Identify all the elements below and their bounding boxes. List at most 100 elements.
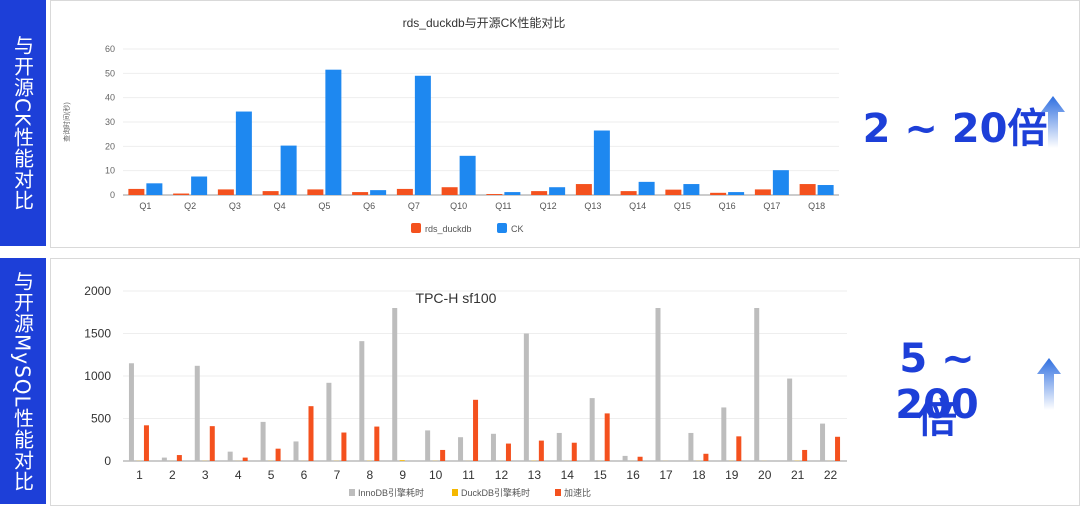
x-tick-label: Q2 — [184, 201, 196, 211]
x-tick-label: 4 — [235, 468, 242, 482]
bar-rds_duckdb — [352, 192, 368, 195]
bar-series-2 — [835, 437, 840, 461]
x-tick-label: 1 — [136, 468, 143, 482]
bar-CK — [728, 192, 744, 195]
legend-label: CK — [511, 224, 524, 234]
bar-rds_duckdb — [442, 187, 458, 195]
bar-series-0 — [820, 424, 825, 461]
x-tick-label: Q17 — [763, 201, 780, 211]
bar-CK — [325, 70, 341, 195]
bar-series-2 — [243, 458, 248, 461]
x-tick-label: 16 — [626, 468, 640, 482]
x-tick-label: Q10 — [450, 201, 467, 211]
mysql-side-banner: 与开源MySQL性能对比 — [0, 258, 46, 504]
x-tick-label: 10 — [429, 468, 443, 482]
bar-CK — [236, 112, 252, 195]
bar-series-0 — [557, 433, 562, 461]
x-tick-label: 19 — [725, 468, 739, 482]
bar-series-0 — [721, 407, 726, 461]
bar-series-0 — [491, 434, 496, 461]
bar-rds_duckdb — [755, 189, 771, 195]
bar-CK — [683, 184, 699, 195]
ck-ratio-label: 2 ~ 20倍 — [860, 96, 1050, 154]
bar-CK — [504, 192, 520, 195]
bar-rds_duckdb — [665, 190, 681, 195]
bar-series-0 — [294, 441, 299, 461]
x-tick-label: Q18 — [808, 201, 825, 211]
x-tick-label: 11 — [462, 468, 475, 482]
bar-series-2 — [802, 450, 807, 461]
bar-rds_duckdb — [576, 184, 592, 195]
bar-series-0 — [524, 334, 529, 462]
x-tick-label: 14 — [561, 468, 575, 482]
x-tick-label: 22 — [824, 468, 838, 482]
bar-series-0 — [228, 452, 233, 461]
bar-rds_duckdb — [486, 194, 502, 195]
x-tick-label: 18 — [692, 468, 706, 482]
x-tick-label: Q4 — [274, 201, 286, 211]
bar-rds_duckdb — [397, 189, 413, 195]
bar-CK — [549, 187, 565, 195]
bar-series-2 — [605, 413, 610, 461]
bar-CK — [594, 131, 610, 195]
bar-CK — [460, 156, 476, 195]
legend-label: InnoDB引擎耗时 — [358, 487, 424, 498]
x-tick-label: Q16 — [719, 201, 736, 211]
bar-series-2 — [736, 436, 741, 461]
x-tick-label: 2 — [169, 468, 176, 482]
bar-rds_duckdb — [263, 191, 279, 195]
legend-label: rds_duckdb — [425, 224, 472, 234]
bar-CK — [370, 190, 386, 195]
bar-CK — [146, 183, 162, 195]
y-tick-label: 500 — [91, 412, 111, 426]
ck-side-banner: 与开源CK性能对比 — [0, 0, 46, 246]
bar-series-2 — [276, 449, 281, 461]
bar-CK — [639, 182, 655, 195]
y-tick-label: 1500 — [84, 327, 111, 341]
up-arrow-icon — [1038, 94, 1068, 150]
bar-series-2 — [177, 455, 182, 461]
bar-CK — [773, 170, 789, 195]
bar-series-0 — [261, 422, 266, 461]
y-tick-label: 60 — [105, 44, 115, 54]
bar-series-2 — [144, 425, 149, 461]
x-tick-label: 9 — [399, 468, 406, 482]
up-arrow-icon — [1034, 356, 1064, 412]
x-tick-label: 6 — [301, 468, 308, 482]
x-tick-label: Q5 — [318, 201, 330, 211]
x-tick-label: Q3 — [229, 201, 241, 211]
bar-series-0 — [129, 363, 134, 461]
bar-series-2 — [473, 400, 478, 461]
y-tick-label: 40 — [105, 93, 115, 103]
bar-rds_duckdb — [710, 193, 726, 195]
x-tick-label: Q12 — [540, 201, 557, 211]
bar-series-0 — [458, 437, 463, 461]
bar-series-2 — [309, 406, 314, 461]
x-tick-label: Q1 — [139, 201, 151, 211]
legend-label: 加速比 — [564, 487, 591, 498]
bar-series-0 — [590, 398, 595, 461]
y-tick-label: 30 — [105, 117, 115, 127]
y-tick-label: 50 — [105, 68, 115, 78]
y-tick-label: 0 — [110, 190, 115, 200]
bar-CK — [415, 76, 431, 195]
bar-CK — [818, 185, 834, 195]
bar-rds_duckdb — [218, 189, 234, 195]
bar-series-2 — [703, 454, 708, 461]
bar-series-2 — [210, 426, 215, 461]
x-tick-label: 8 — [366, 468, 373, 482]
bar-rds_duckdb — [307, 189, 323, 195]
y-tick-label: 10 — [105, 166, 115, 176]
bar-rds_duckdb — [173, 194, 189, 195]
bar-series-2 — [341, 433, 346, 461]
x-tick-label: 5 — [268, 468, 275, 482]
x-tick-label: 15 — [594, 468, 608, 482]
bar-series-0 — [195, 366, 200, 461]
y-tick-label: 20 — [105, 141, 115, 151]
bar-rds_duckdb — [800, 184, 816, 195]
x-tick-label: Q11 — [495, 201, 511, 211]
mysql-ratio-label-2: 倍 — [852, 386, 1022, 444]
bar-series-0 — [787, 379, 792, 461]
